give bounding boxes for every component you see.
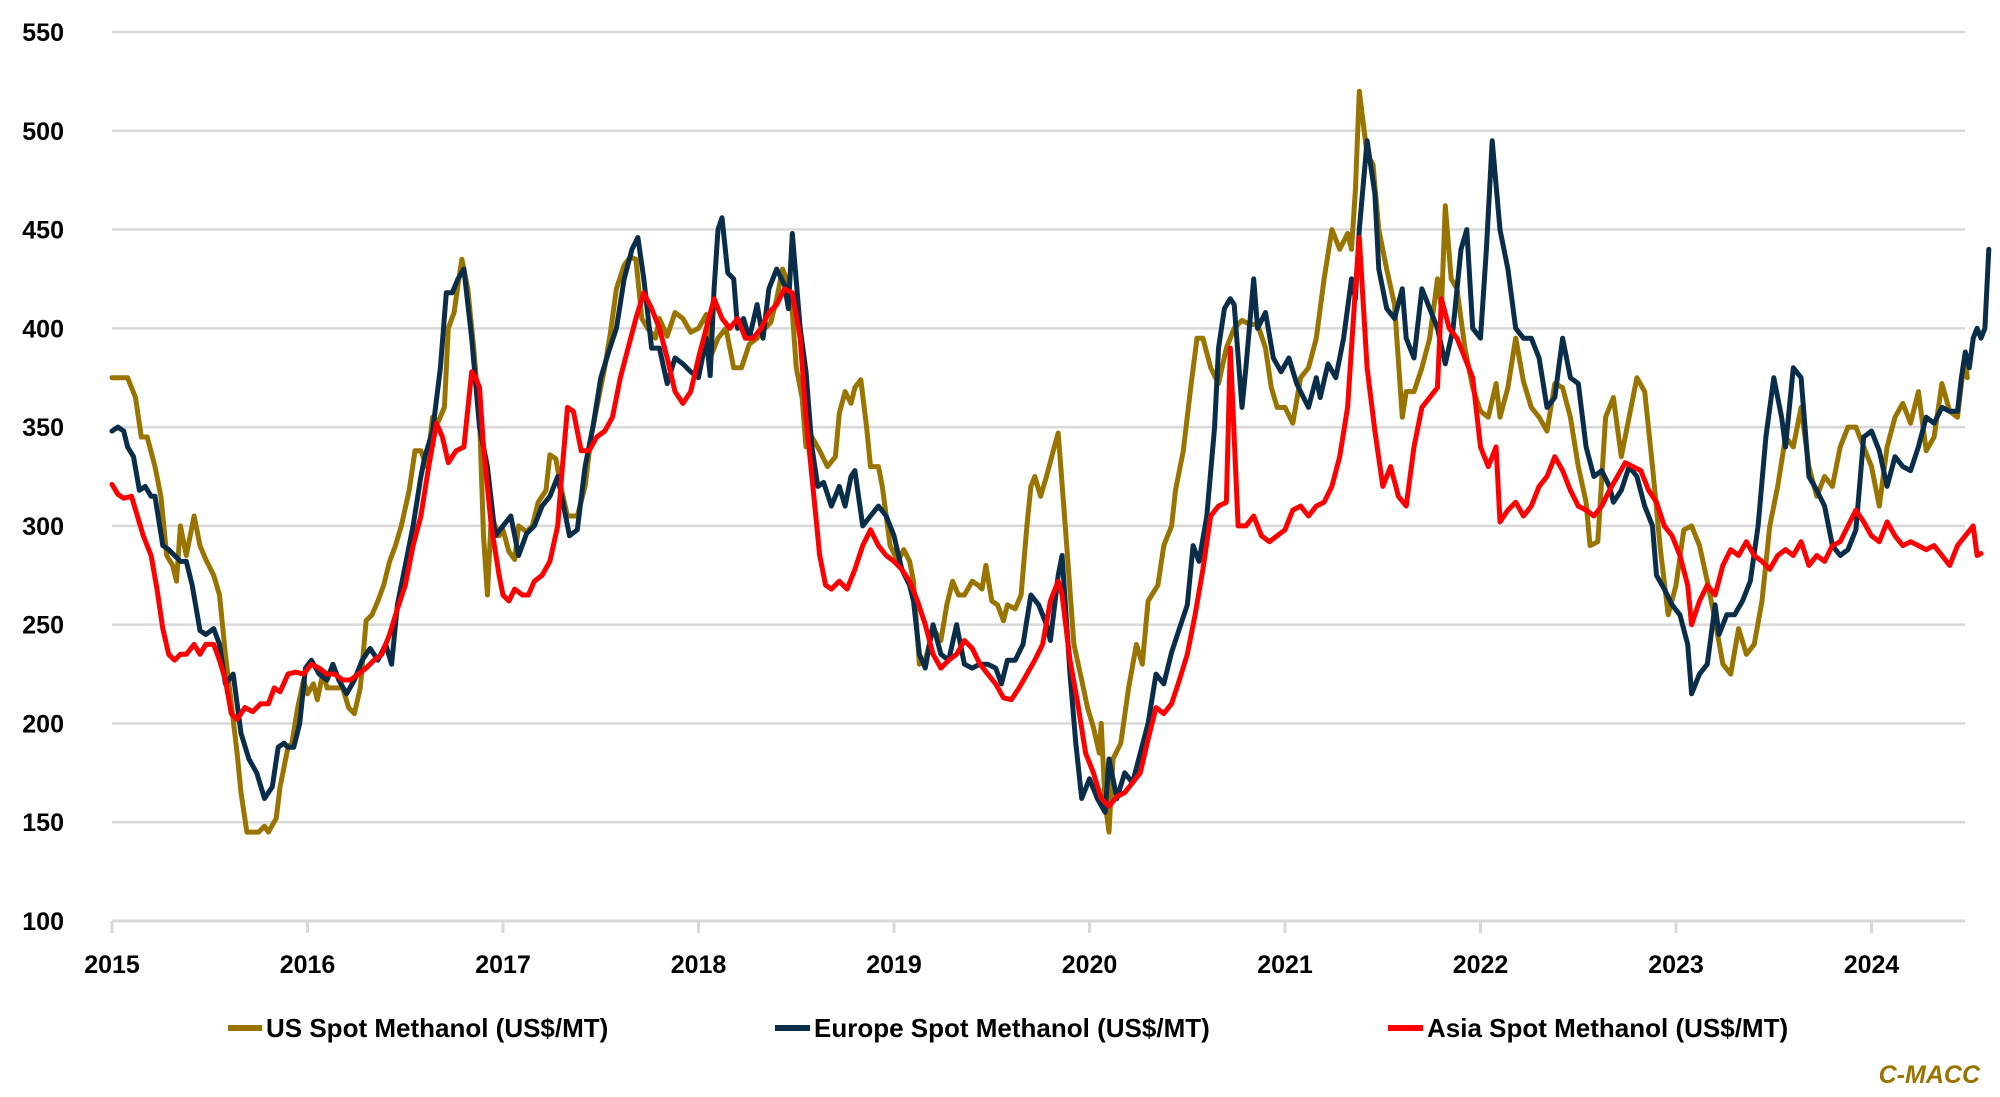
y-tick-label: 300 xyxy=(22,513,64,541)
legend-label-asia: Asia Spot Methanol (US$/MT) xyxy=(1427,1013,1788,1043)
y-tick-label: 450 xyxy=(22,217,64,245)
x-tick-label: 2018 xyxy=(671,951,727,979)
y-tick-label: 500 xyxy=(22,118,64,146)
legend: US Spot Methanol (US$/MT) Europe Spot Me… xyxy=(228,1013,1788,1043)
asia-spot-methanol-line xyxy=(109,235,1984,809)
x-tick-label: 2024 xyxy=(1844,951,1900,979)
us-spot-methanol-line xyxy=(109,88,1970,835)
x-tick-label: 2019 xyxy=(866,951,922,979)
legend-label-us: US Spot Methanol (US$/MT) xyxy=(266,1013,608,1043)
source-label: C-MACC xyxy=(1879,1061,1981,1089)
europe-spot-methanol-line xyxy=(109,138,1992,815)
x-tick-label: 2021 xyxy=(1257,951,1313,979)
y-tick-label: 100 xyxy=(22,908,64,936)
y-tick-label: 400 xyxy=(22,315,64,343)
y-tick-label: 350 xyxy=(22,414,64,442)
y-tick-label: 200 xyxy=(22,710,64,738)
x-tick-label: 2016 xyxy=(280,951,336,979)
x-tick-label: 2017 xyxy=(475,951,531,979)
x-axis: 2015 2016 2017 2018 2019 2020 2021 2022 2023 2024 xyxy=(84,919,1965,979)
gridlines xyxy=(112,30,1965,824)
legend-label-europe: Europe Spot Methanol (US$/MT) xyxy=(814,1013,1210,1043)
y-tick-label: 150 xyxy=(22,809,64,837)
x-tick-label: 2022 xyxy=(1453,951,1509,979)
x-tick-label: 2020 xyxy=(1062,951,1118,979)
x-tick-label: 2015 xyxy=(84,951,140,979)
series-lines xyxy=(109,88,1992,835)
x-tick-label: 2023 xyxy=(1648,951,1704,979)
y-tick-label: 250 xyxy=(22,612,64,640)
y-tick-label: 550 xyxy=(22,19,64,47)
y-axis-ticks: 100 150 200 250 300 350 400 450 500 550 xyxy=(22,19,64,936)
